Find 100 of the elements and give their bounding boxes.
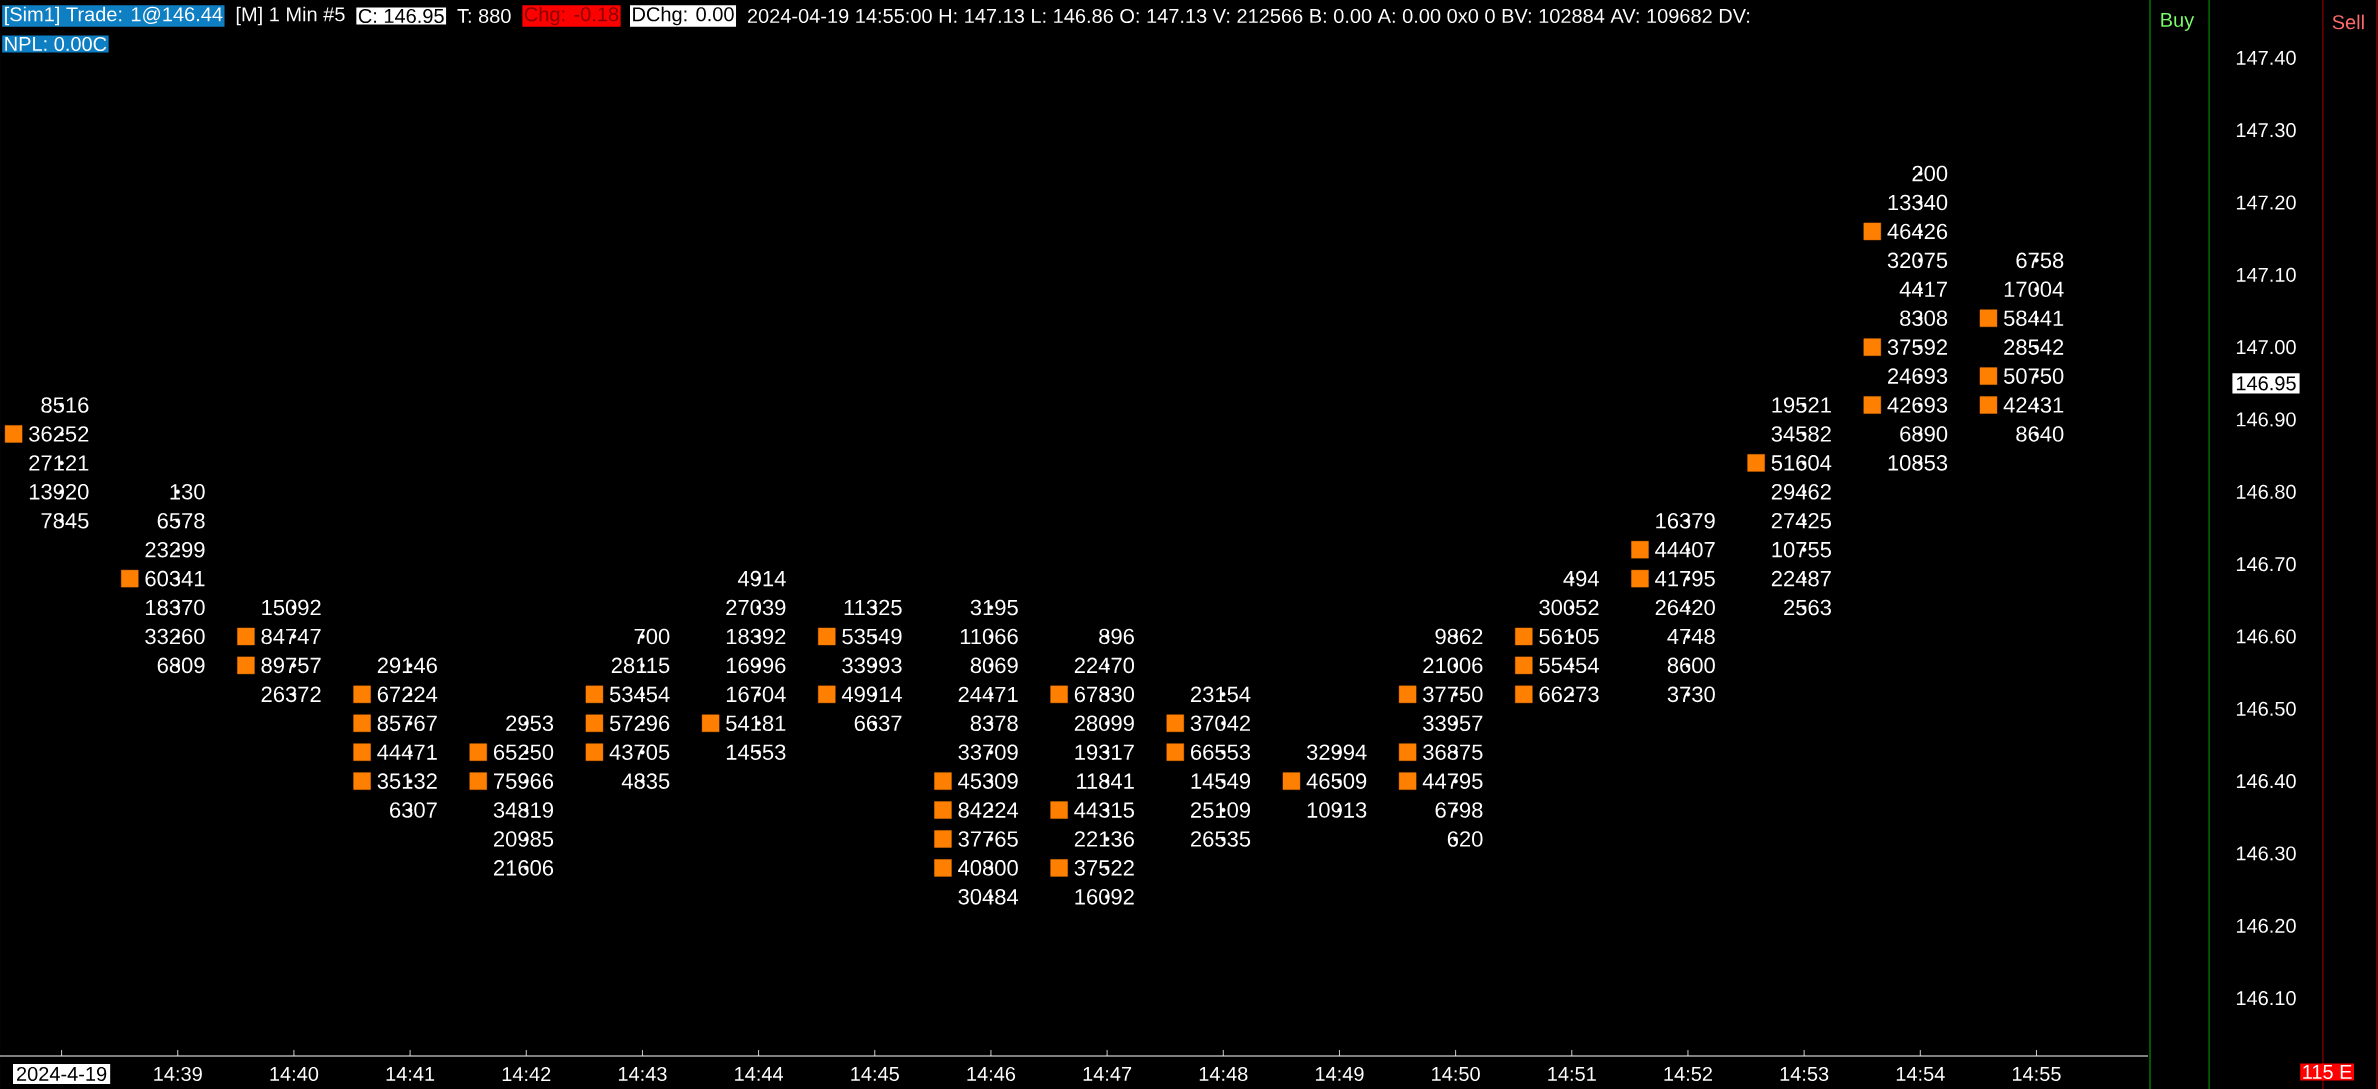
- text: Sell: [2332, 14, 2364, 30]
- annotation: 6307: [390, 802, 437, 818]
- annotation: 46426: [1887, 223, 1948, 240]
- annotation: 6809: [157, 657, 205, 674]
- annotation: 37522: [1074, 860, 1134, 876]
- annotation: 33993: [842, 657, 902, 674]
- x-tick-label: 2024-4-19: [17, 1066, 107, 1082]
- annotation: 44471: [377, 744, 437, 760]
- annotation: 19317: [1075, 744, 1134, 760]
- annotation: 2953: [506, 715, 554, 732]
- annotation: 24471: [958, 686, 1018, 703]
- annotation: 896: [1099, 628, 1134, 645]
- annotation: 45309: [958, 773, 1018, 789]
- annotation: 44315: [1074, 802, 1134, 818]
- annotation: 43705: [609, 744, 670, 760]
- annotation: 6890: [1900, 426, 1948, 442]
- annotation: NPL: 0.00C: [5, 36, 107, 52]
- x-tick-label: 14:52: [1664, 1066, 1712, 1082]
- annotation: 9862: [1435, 628, 1483, 645]
- annotation: 53454: [609, 686, 670, 703]
- annotation: 13340: [1888, 194, 1948, 211]
- y-tick-label: 146.80: [2236, 484, 2296, 499]
- annotation: 8516: [41, 397, 89, 413]
- annotation: 29146: [377, 657, 437, 674]
- y-tick-label: 146.60: [2236, 629, 2296, 644]
- annotation: 3730: [1667, 686, 1715, 703]
- annotation: 13920: [29, 484, 89, 500]
- annotation: 10755: [1772, 541, 1831, 558]
- annotation: DChg: 0.00: [633, 6, 734, 26]
- annotation: 15092: [262, 599, 321, 616]
- annotation: 29462: [1771, 484, 1831, 500]
- annotation: 16996: [726, 657, 786, 674]
- annotation: 8069: [970, 657, 1018, 674]
- annotation: 42693: [1887, 397, 1948, 413]
- x-tick-label: 14:54: [1896, 1067, 1945, 1081]
- annotation: 56105: [1539, 628, 1599, 645]
- annotation: 34582: [1771, 426, 1831, 442]
- annotation: 51604: [1771, 455, 1832, 471]
- annotation: 41795: [1655, 570, 1715, 587]
- annotation: 36875: [1423, 744, 1483, 760]
- annotation: 18392: [726, 628, 786, 645]
- y-tick-label: 147.40: [2236, 50, 2296, 65]
- annotation: 27039: [726, 599, 786, 616]
- annotation: 22136: [1074, 831, 1134, 847]
- annotation: 14553: [726, 744, 786, 760]
- y-tick-label: 146.30: [2236, 846, 2296, 861]
- y-tick-label: 146.50: [2236, 701, 2296, 716]
- annotation: 85767: [377, 715, 437, 732]
- x-tick-label: 14:47: [1083, 1067, 1132, 1081]
- x-tick-label: 14:40: [270, 1066, 319, 1082]
- annotation: 54181: [726, 715, 786, 732]
- annotation: 33260: [145, 628, 205, 645]
- y-tick-label: 147.10: [2236, 267, 2296, 282]
- annotation: 18370: [146, 599, 205, 616]
- annotation: 55454: [1539, 657, 1599, 674]
- annotation: 30484: [958, 889, 1019, 905]
- annotation: 37592: [1887, 339, 1947, 355]
- x-tick-label: 14:55: [2012, 1067, 2061, 1081]
- annotation: 65250: [494, 744, 554, 760]
- annotation: 22487: [1771, 570, 1831, 587]
- x-tick-label: 14:44: [735, 1067, 784, 1081]
- annotation: 26420: [1655, 599, 1715, 616]
- x-tick-label: 14:43: [618, 1066, 667, 1082]
- annotation: 11066: [960, 628, 1018, 645]
- annotation: 89757: [261, 657, 321, 674]
- annotation: 19521: [1772, 397, 1831, 413]
- annotation: 2563: [1784, 599, 1831, 616]
- annotation: 3195: [970, 599, 1018, 616]
- annotation: 24693: [1888, 368, 1948, 384]
- annotation: 49914: [841, 686, 902, 703]
- annotation: 44407: [1655, 541, 1715, 558]
- annotation: 33957: [1423, 715, 1483, 732]
- annotation: 60341: [145, 570, 205, 587]
- y-tick-label: 147.30: [2236, 123, 2296, 138]
- annotation: 21006: [1423, 657, 1483, 674]
- annotation: 6637: [854, 715, 902, 732]
- annotation: 27425: [1771, 512, 1831, 529]
- annotation: 27121: [29, 455, 89, 471]
- annotation: 84224: [958, 802, 1019, 818]
- annotation: 28115: [611, 657, 670, 674]
- annotation: 37042: [1190, 715, 1250, 732]
- y-tick-label: 146.90: [2236, 412, 2296, 427]
- annotation: 25109: [1191, 802, 1251, 818]
- annotation: 4748: [1667, 628, 1715, 645]
- annotation: 36252: [29, 426, 89, 442]
- annotation: 494: [1563, 570, 1599, 587]
- y-tick-label: 146.20: [2236, 918, 2296, 933]
- annotation: 8308: [1900, 310, 1948, 327]
- annotation: 11841: [1077, 773, 1134, 789]
- annotation: 84747: [261, 628, 321, 645]
- annotation: 4914: [737, 570, 786, 587]
- annotation: 58441: [2003, 310, 2064, 327]
- annotation: 6798: [1435, 802, 1483, 818]
- text: 115 E: [2303, 1065, 2352, 1079]
- y-tick-label: 146.95: [2236, 376, 2296, 391]
- annotation: 32075: [1887, 252, 1948, 269]
- annotation: 22470: [1074, 657, 1135, 674]
- x-tick-label: 14:51: [1548, 1067, 1596, 1081]
- annotation: 6578: [157, 512, 205, 529]
- annotation: 14549: [1191, 773, 1251, 789]
